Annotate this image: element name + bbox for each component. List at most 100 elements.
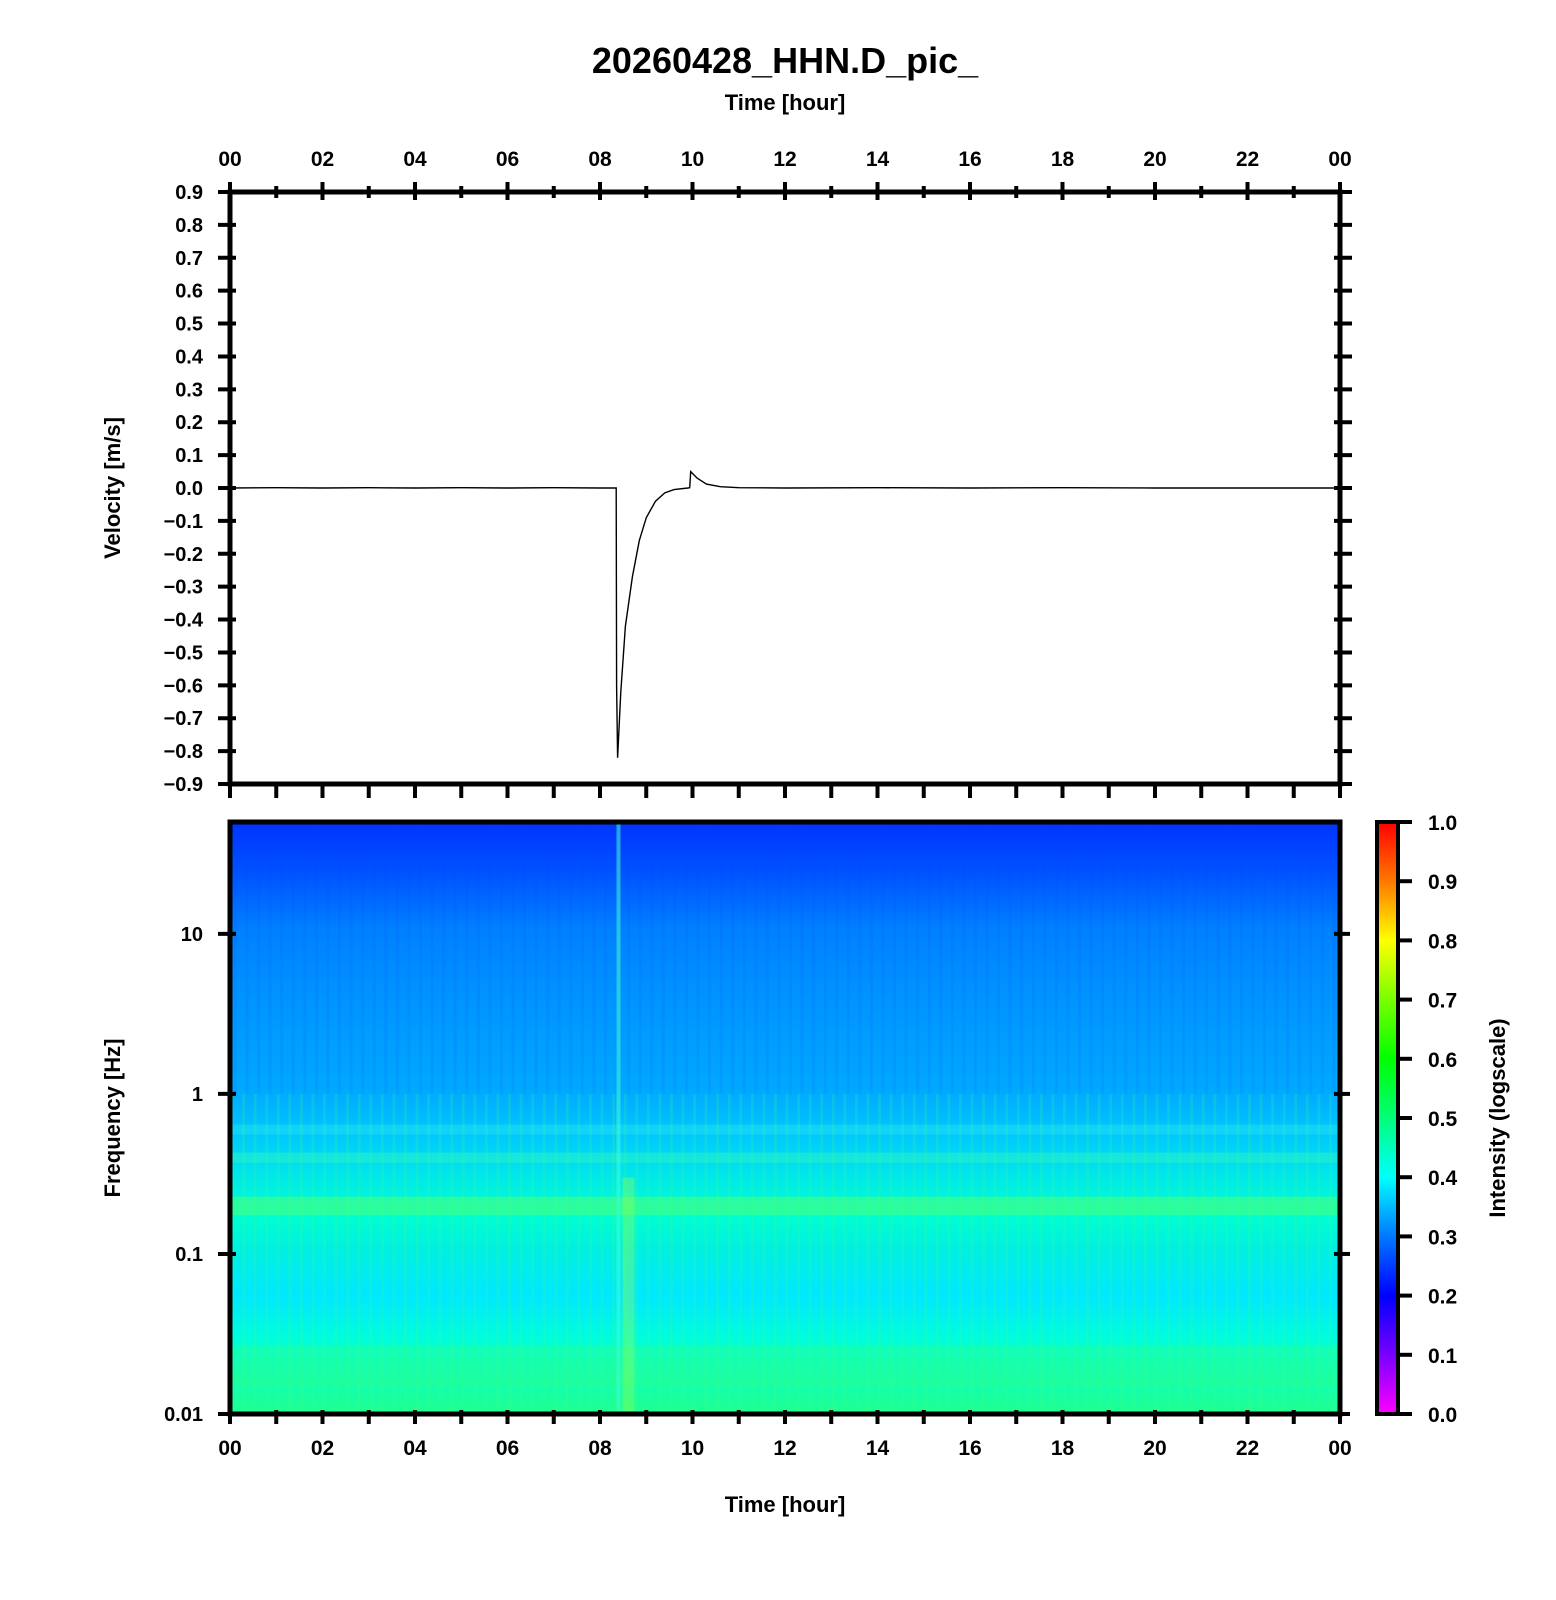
colorbar-tick-label: 0.6 <box>1428 1049 1457 1072</box>
spectrogram-band-dark <box>1135 822 1139 1094</box>
spectrogram-band-dark <box>823 822 827 1094</box>
spectrogram-band-dark <box>338 822 341 1094</box>
velocity-x-tick-label: 06 <box>496 148 519 171</box>
spectrogram-band-dark <box>268 822 272 1094</box>
spectrogram-band-light <box>357 1093 361 1414</box>
spectrogram-band-light <box>1074 1093 1078 1414</box>
spectrogram-y-tick-label: 1 <box>192 1084 203 1106</box>
colorbar-tick-label: 0.8 <box>1428 930 1458 953</box>
colorbar-tick-label: 0.0 <box>1428 1404 1457 1427</box>
spectrogram-band-light <box>646 1093 650 1414</box>
spectrogram-band-light <box>1155 1093 1159 1414</box>
spectrogram-band-light <box>1005 1093 1009 1414</box>
spectrogram-band-dark <box>1101 822 1105 1094</box>
colorbar-tick-label: 0.7 <box>1428 990 1457 1013</box>
spectrogram-band-dark <box>407 822 411 1094</box>
colorbar-ticks: 1.0 0.9 0.8 0.7 0.6 0.5 0.4 0.3 0.2 0.1 0.0 <box>1398 812 1458 1427</box>
spectrogram-band-dark <box>488 822 492 1094</box>
spectrogram-band-light <box>658 1093 662 1414</box>
colorbar-tick-label: 0.4 <box>1428 1167 1458 1190</box>
spectrogram-band-dark <box>731 822 735 1094</box>
spectrogram-band-dark <box>476 822 480 1094</box>
spectrogram-y-axis-label: Frequency [Hz] <box>100 1039 125 1198</box>
spectrogram-band-dark <box>708 822 711 1094</box>
spectrogram-band-light <box>1248 1093 1251 1414</box>
spectrogram-band-light <box>253 1093 257 1414</box>
velocity-x-tick-label: 08 <box>588 148 612 171</box>
spectrogram-band-dark <box>384 822 388 1094</box>
spectrogram-x-tick-label: 06 <box>496 1437 519 1460</box>
spectrogram-band-dark <box>985 822 989 1094</box>
velocity-x-tick-label: 22 <box>1236 148 1259 171</box>
velocity-panel: Time [hour] 00 02 04 06 08 10 12 14 16 18 20 22 00 0… <box>100 90 1352 798</box>
velocity-x-tick-label: 00 <box>1328 148 1351 171</box>
spectrogram-band-light <box>797 1093 801 1414</box>
spectrogram-band-light <box>727 1093 731 1414</box>
spectrogram-band-light <box>427 1093 431 1414</box>
spectrogram-band-light <box>612 1093 616 1414</box>
spectrogram-band-light <box>1282 1093 1286 1414</box>
spectrogram-band-dark <box>1159 822 1162 1094</box>
spectrogram-band-dark <box>1320 822 1324 1094</box>
velocity-x-tick-label: 02 <box>311 148 334 171</box>
spectrogram-band-light <box>1097 1093 1101 1414</box>
spectrogram-band-light <box>982 1093 986 1414</box>
velocity-y-tick-label: 0.5 <box>175 314 203 336</box>
spectrogram-band-dark <box>1297 822 1301 1094</box>
spectrogram-band-dark <box>569 822 573 1094</box>
velocity-y-tick-label: 0.7 <box>175 248 203 270</box>
spectrogram-panel: 00 02 04 06 08 10 12 14 16 18 20 22 00 10 1 0.1 0.01 Fr… <box>100 819 1352 1517</box>
spectrogram-band-dark <box>557 822 561 1094</box>
spectrogram-band-dark <box>442 822 446 1094</box>
spectrogram-band-light <box>1086 1093 1090 1414</box>
spectrogram-band-dark <box>638 822 642 1094</box>
velocity-y-tick-label: −0.2 <box>164 544 203 566</box>
spectrogram-band-dark <box>1193 822 1197 1094</box>
spectrogram-band-light <box>1271 1093 1275 1414</box>
velocity-y-tick-label: −0.4 <box>164 610 204 632</box>
spectrogram-band-dark <box>650 822 654 1094</box>
velocity-x-tick-label: 20 <box>1143 148 1166 171</box>
spectrogram-band-dark <box>245 822 249 1094</box>
spectrogram-band-dark <box>858 822 862 1094</box>
spectrogram-band-light <box>716 1093 720 1414</box>
velocity-y-tick-label: −0.9 <box>164 774 203 796</box>
spectrogram-band-light <box>623 1093 627 1414</box>
spectrogram-band-light <box>577 1093 581 1414</box>
spectrogram-band-dark <box>314 822 318 1094</box>
spectrogram-band-light <box>276 1093 280 1414</box>
spectrogram-band-dark <box>765 822 769 1094</box>
spectrogram-band-dark <box>1274 822 1278 1094</box>
velocity-y-tick-label: 0.2 <box>175 412 203 434</box>
colorbar-tick-label: 0.5 <box>1428 1108 1458 1131</box>
spectrogram-band-dark <box>812 822 816 1094</box>
spectrogram-band-light <box>1144 1093 1147 1414</box>
velocity-y-tick-label: −0.7 <box>164 708 203 730</box>
spectrogram-band-light <box>242 1093 246 1414</box>
spectrogram-band-light <box>473 1093 477 1414</box>
spectrogram-band-dark <box>962 822 966 1094</box>
spectrogram-band-light <box>531 1093 535 1414</box>
spectrogram-band-dark <box>1089 822 1093 1094</box>
spectrogram-band-light <box>288 1093 292 1414</box>
spectrogram-band-light <box>1259 1093 1263 1414</box>
spectrogram-y-tick-label: 10 <box>181 924 203 946</box>
spectrogram-band-light <box>415 1093 419 1414</box>
spectrogram-band-light <box>519 1093 523 1414</box>
spectrogram-band-light <box>600 1093 604 1414</box>
velocity-x-tick-label: 00 <box>218 148 241 171</box>
spectrogram-band-dark <box>1251 822 1255 1094</box>
spectrogram-band-dark <box>280 822 284 1094</box>
spectrogram-band-light <box>935 1093 939 1414</box>
spectrogram-band-dark <box>1182 822 1186 1094</box>
spectrogram-band-dark <box>661 822 665 1094</box>
velocity-x-tick-label: 16 <box>958 148 981 171</box>
spectrogram-band-dark <box>754 822 758 1094</box>
velocity-y-tick-label: 0.6 <box>175 281 203 303</box>
colorbar-tick-label: 0.2 <box>1428 1286 1457 1309</box>
colorbar: 1.0 0.9 0.8 0.7 0.6 0.5 0.4 0.3 0.2 0.1 0.0 Intens… <box>1375 812 1510 1427</box>
spectrogram-band-dark <box>1031 822 1035 1094</box>
spectrogram-band-dark <box>1286 822 1290 1094</box>
velocity-plot-frame <box>227 189 1343 787</box>
spectrogram-x-tick-label: 12 <box>773 1437 796 1460</box>
